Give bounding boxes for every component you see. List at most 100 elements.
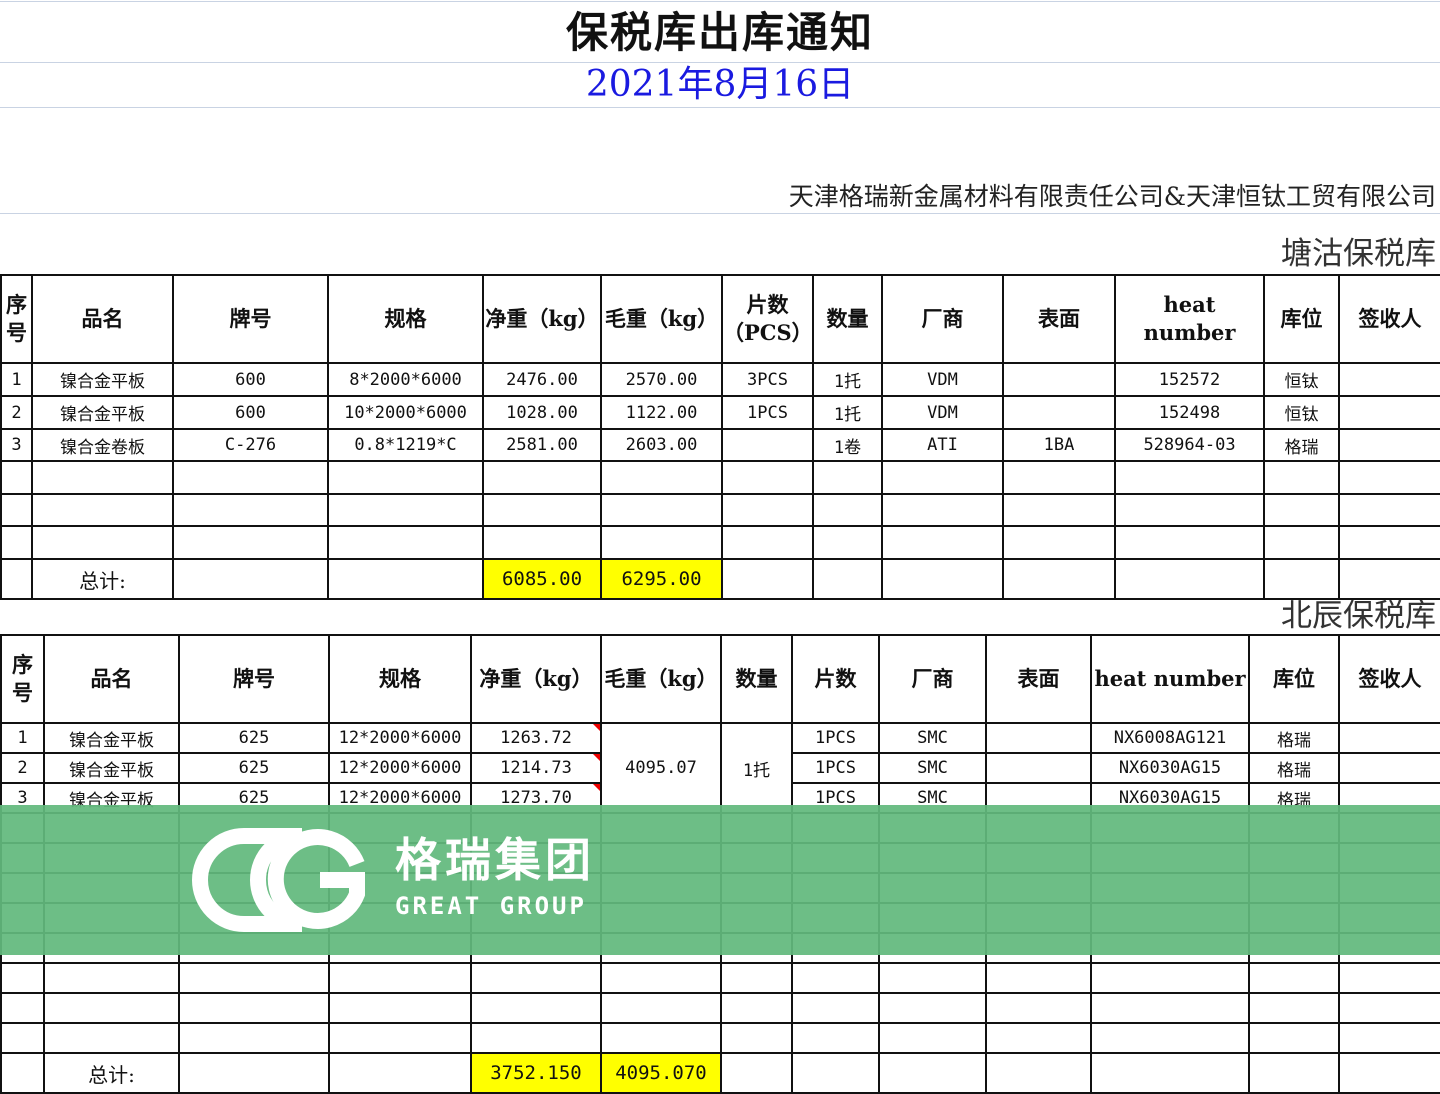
table-cell[interactable] <box>1114 493 1265 527</box>
table-cell[interactable]: 1卷 <box>812 428 883 462</box>
table-cell[interactable] <box>1090 962 1250 994</box>
table-cell[interactable]: 1托 <box>812 395 883 430</box>
table-cell[interactable] <box>1338 992 1440 1024</box>
table-cell[interactable] <box>1248 992 1340 1024</box>
table-cell[interactable] <box>327 525 484 560</box>
table-cell[interactable] <box>600 460 723 495</box>
table-cell[interactable] <box>470 992 602 1024</box>
table-cell[interactable] <box>881 525 1004 560</box>
table-cell[interactable] <box>1338 752 1440 784</box>
table-cell[interactable]: 0.8*1219*C <box>327 428 484 462</box>
table-cell[interactable] <box>1002 395 1116 430</box>
table-cell[interactable] <box>812 525 883 560</box>
table-cell[interactable] <box>720 1022 793 1054</box>
table-cell[interactable]: C-276 <box>172 428 329 462</box>
table-cell[interactable]: 镍合金卷板 <box>31 428 174 462</box>
table-cell[interactable]: 3 <box>0 428 33 462</box>
table-cell[interactable] <box>1090 1022 1250 1054</box>
table-cell[interactable] <box>721 460 814 495</box>
table-cell[interactable] <box>0 460 33 495</box>
table-cell[interactable]: 2476.00 <box>482 362 602 397</box>
table-cell[interactable] <box>878 1022 987 1054</box>
table-cell[interactable]: 625 <box>178 752 330 784</box>
table-cell[interactable]: 镍合金平板 <box>31 395 174 430</box>
table-cell[interactable]: 格瑞 <box>1248 752 1340 784</box>
table-cell[interactable] <box>600 525 723 560</box>
table-cell[interactable]: 600 <box>172 395 329 430</box>
table-cell[interactable]: 1028.00 <box>482 395 602 430</box>
table-cell[interactable] <box>43 992 180 1024</box>
table-cell[interactable] <box>1338 362 1440 397</box>
table-cell[interactable] <box>985 1022 1092 1054</box>
table-cell[interactable] <box>43 962 180 994</box>
table-cell[interactable]: 1托 <box>812 362 883 397</box>
table-cell[interactable] <box>1263 525 1340 560</box>
table-cell[interactable]: 12*2000*6000 <box>328 722 472 754</box>
table-cell[interactable]: 恒钛 <box>1263 362 1340 397</box>
table-cell[interactable]: 3PCS <box>721 362 814 397</box>
table-cell[interactable] <box>985 752 1092 784</box>
table-cell[interactable] <box>328 1022 472 1054</box>
table-cell[interactable]: 152498 <box>1114 395 1265 430</box>
table-cell[interactable] <box>172 460 329 495</box>
table-cell[interactable]: 1PCS <box>791 752 880 784</box>
table-cell[interactable] <box>985 722 1092 754</box>
table-cell[interactable] <box>720 962 793 994</box>
table-cell[interactable]: SMC <box>878 752 987 784</box>
table-cell[interactable] <box>812 493 883 527</box>
table-cell[interactable]: 镍合金平板 <box>43 752 180 784</box>
table-cell[interactable]: 2603.00 <box>600 428 723 462</box>
table-cell[interactable]: VDM <box>881 395 1004 430</box>
table-cell[interactable]: 1122.00 <box>600 395 723 430</box>
table-cell[interactable] <box>1090 992 1250 1024</box>
table-cell[interactable]: 625 <box>178 722 330 754</box>
table-cell[interactable] <box>1338 1022 1440 1054</box>
table-cell[interactable] <box>878 992 987 1024</box>
table-cell[interactable]: 格瑞 <box>1248 722 1340 754</box>
table-cell[interactable] <box>1338 722 1440 754</box>
table-cell[interactable]: 1PCS <box>791 722 880 754</box>
table-cell[interactable] <box>328 992 472 1024</box>
table-cell[interactable]: 2581.00 <box>482 428 602 462</box>
table-cell[interactable]: 528964-03 <box>1114 428 1265 462</box>
table-cell[interactable] <box>791 962 880 994</box>
table-cell[interactable]: ATI <box>881 428 1004 462</box>
table-cell[interactable]: 2570.00 <box>600 362 723 397</box>
table-cell[interactable]: 8*2000*6000 <box>327 362 484 397</box>
table-cell[interactable] <box>470 962 602 994</box>
table-cell[interactable]: 600 <box>172 362 329 397</box>
table-cell[interactable] <box>1248 962 1340 994</box>
table-cell[interactable] <box>31 493 174 527</box>
table-cell[interactable] <box>881 493 1004 527</box>
table-cell[interactable] <box>43 1022 180 1054</box>
table-cell[interactable] <box>1114 525 1265 560</box>
table-cell[interactable] <box>721 428 814 462</box>
table-cell[interactable]: 4095.07 <box>600 722 722 814</box>
table-cell[interactable] <box>1248 1022 1340 1054</box>
table-cell[interactable] <box>0 525 33 560</box>
table-cell[interactable]: 1214.73 <box>470 752 602 784</box>
table-cell[interactable] <box>985 992 1092 1024</box>
table-cell[interactable] <box>1338 962 1440 994</box>
table-cell[interactable]: 2 <box>0 395 33 430</box>
table-cell[interactable] <box>1002 460 1116 495</box>
table-cell[interactable] <box>1002 525 1116 560</box>
table-cell[interactable] <box>791 992 880 1024</box>
table-cell[interactable]: 152572 <box>1114 362 1265 397</box>
table-cell[interactable] <box>721 493 814 527</box>
table-cell[interactable] <box>1114 460 1265 495</box>
table-cell[interactable] <box>0 1022 45 1054</box>
table-cell[interactable] <box>600 992 722 1024</box>
table-cell[interactable] <box>720 992 793 1024</box>
table-cell[interactable]: NX6030AG15 <box>1090 752 1250 784</box>
table-cell[interactable] <box>1338 493 1440 527</box>
table-cell[interactable] <box>600 1022 722 1054</box>
table-cell[interactable]: VDM <box>881 362 1004 397</box>
table-cell[interactable]: 10*2000*6000 <box>327 395 484 430</box>
table-cell[interactable] <box>985 962 1092 994</box>
table-cell[interactable] <box>1002 493 1116 527</box>
table-cell[interactable] <box>31 460 174 495</box>
table-cell[interactable] <box>1338 395 1440 430</box>
table-cell[interactable] <box>881 460 1004 495</box>
table-cell[interactable]: 2 <box>0 752 45 784</box>
